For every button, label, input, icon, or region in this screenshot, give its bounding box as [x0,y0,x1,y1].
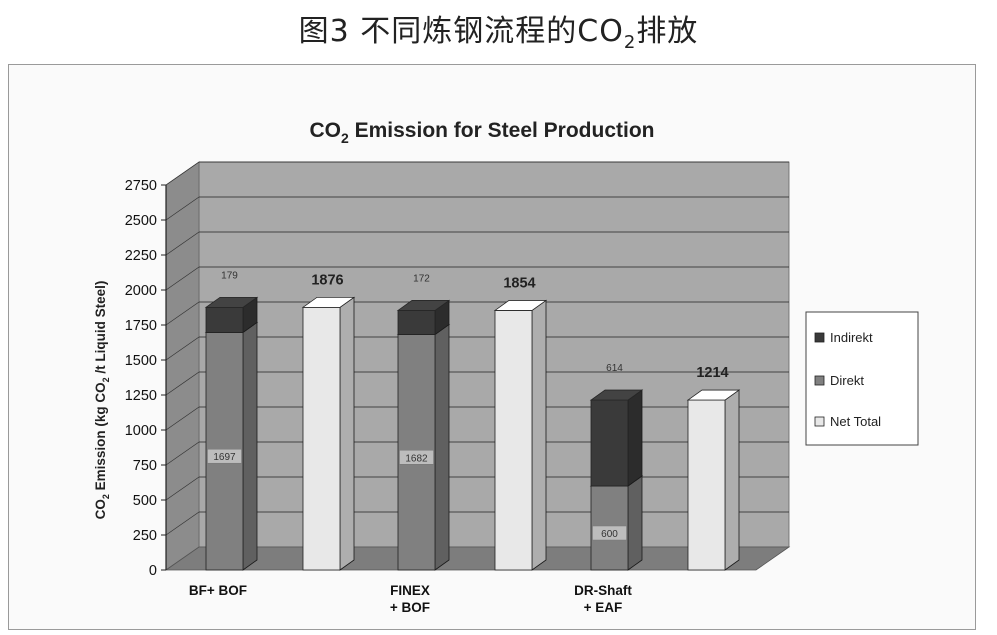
y-axis-label-sub: 2 [101,494,111,499]
bar-direkt-1 [204,321,259,571]
bar-net-total-3-top [686,389,741,401]
y-axis-label-sub2: 2 [101,377,111,382]
gridline-side [165,406,200,431]
data-label-direkt-2: 1682 [405,453,428,464]
legend-label-direkt: Direkt [830,373,864,388]
y-tick-label: 2250 [125,248,157,264]
y-tick-label: 0 [149,563,157,579]
chart-title-rest: Emission for Steel Production [349,119,655,142]
bar-net-total-3-front [687,399,726,571]
chart-title-main: CO [309,119,341,142]
data-label-net-total-1: 1876 [311,272,343,288]
caption-suffix: 排放 [636,14,699,49]
y-axis-label-rest: Emission (kg CO [93,382,108,494]
y-tick-label: 2000 [125,283,157,299]
legend-label-indirekt: Indirekt [830,330,873,345]
gridline-side [165,371,200,396]
y-tick-label: 2750 [125,178,157,194]
gridline-side [165,301,200,326]
caption-sub: 2 [623,32,637,53]
bar-indirekt-3-top [589,389,644,401]
co2-emission-chart: CO2 Emission for Steel Production 025050… [93,119,919,615]
gridline-side [165,196,200,221]
bar-net-total-1 [301,296,356,571]
figure-caption: 图3 不同炼钢流程的CO2排放 [0,6,997,53]
bar-direkt-1-side [242,321,258,571]
gridline-side [165,161,200,186]
y-tick-label: 1000 [125,423,157,439]
data-label-net-total-3: 1214 [696,365,728,381]
bar-net-total-2 [493,299,548,571]
bar-direkt-3 [589,475,644,571]
x-tick-label-3: + EAF [584,600,623,615]
gridline-side [165,231,200,256]
bar-indirekt-2-front [397,310,436,335]
y-tick-label: 1750 [125,318,157,334]
bar-net-total-3-side [724,389,740,571]
bar-net-total-1-front [302,306,341,571]
y-axis-label: CO2 Emission (kg CO2 /t Liquid Steel) [93,281,111,520]
data-label-indirekt-3: 614 [606,363,623,374]
gridline-side [165,476,200,501]
legend-swatch-indirekt [814,332,825,343]
legend-box [805,311,919,446]
x-tick-label-2: + BOF [390,600,430,615]
data-label-net-total-2: 1854 [503,275,535,291]
chart-panel: CO2 Emission for Steel Production 0 250 50… [8,64,976,630]
gridline-side [165,441,200,466]
y-tick-label: 250 [133,528,157,544]
data-label-direkt-3-bg [592,525,627,541]
bar-indirekt-1-front [205,306,244,333]
legend-swatch-direkt [814,375,825,386]
bar-net-total-2-front [494,310,533,571]
data-label-direkt-3: 600 [601,529,618,540]
data-label-indirekt-1: 179 [221,270,238,281]
bar-direkt-2-side [434,323,450,571]
bar-net-total-3 [686,389,741,571]
bar-direkt-2 [396,323,451,571]
legend-label-net-total: Net Total [830,414,881,429]
y-axis-label-main: CO [93,499,108,519]
caption-prefix: 图3 不同炼钢流程的CO [298,14,624,49]
y-tick-label: 1500 [125,353,157,369]
y-tick-label: 2500 [125,213,157,229]
y-tick-label: 750 [133,458,157,474]
chart-title-sub: 2 [341,130,349,146]
bar-indirekt-3-front [590,399,629,487]
bar-indirekt-2 [396,299,451,336]
bars: 1697 179 1876 1682 172 1854 600 614 1214 [204,270,741,571]
x-axis: BF+ BOF FINEX + BOF DR-Shaft + EAF [189,583,632,615]
data-label-direkt-2-bg [399,450,434,465]
x-tick-label-3: DR-Shaft [574,583,632,598]
y-axis-label-rest2: /t Liquid Steel) [93,281,108,378]
gridline-side [165,336,200,361]
y-tick-label: 500 [133,493,157,509]
gridline-side [165,511,200,536]
bar-indirekt-1 [204,296,259,334]
chart-title: CO2 Emission for Steel Production [309,119,654,146]
data-label-indirekt-2: 172 [413,273,430,284]
legend-swatch-net-total [814,416,825,427]
side-wall [165,161,200,571]
y-axis: 0 250 500 750 1000 1250 1500 1750 2000 2250 2500 27… [125,178,167,579]
bar-indirekt-3-side [627,389,643,487]
gridline-side [165,266,200,291]
x-tick-label-2: FINEX [390,583,430,598]
x-tick-label-1: BF+ BOF [189,583,247,598]
data-label-direkt-1: 1697 [213,452,236,463]
data-label-direkt-1-bg [207,448,242,464]
bar-net-total-2-top [493,300,548,311]
bar-net-total-1-top [301,296,356,308]
y-tick-label: 1250 [125,388,157,404]
bar-net-total-2-side [531,299,547,571]
bar-indirekt-3 [589,389,644,487]
bar-indirekt-2-top [396,300,451,311]
bar-net-total-1-side [339,296,355,571]
bar-direkt-3-side [627,475,643,571]
legend: Indirekt Direkt Net Total [805,311,919,446]
bar-indirekt-1-top [204,296,259,308]
